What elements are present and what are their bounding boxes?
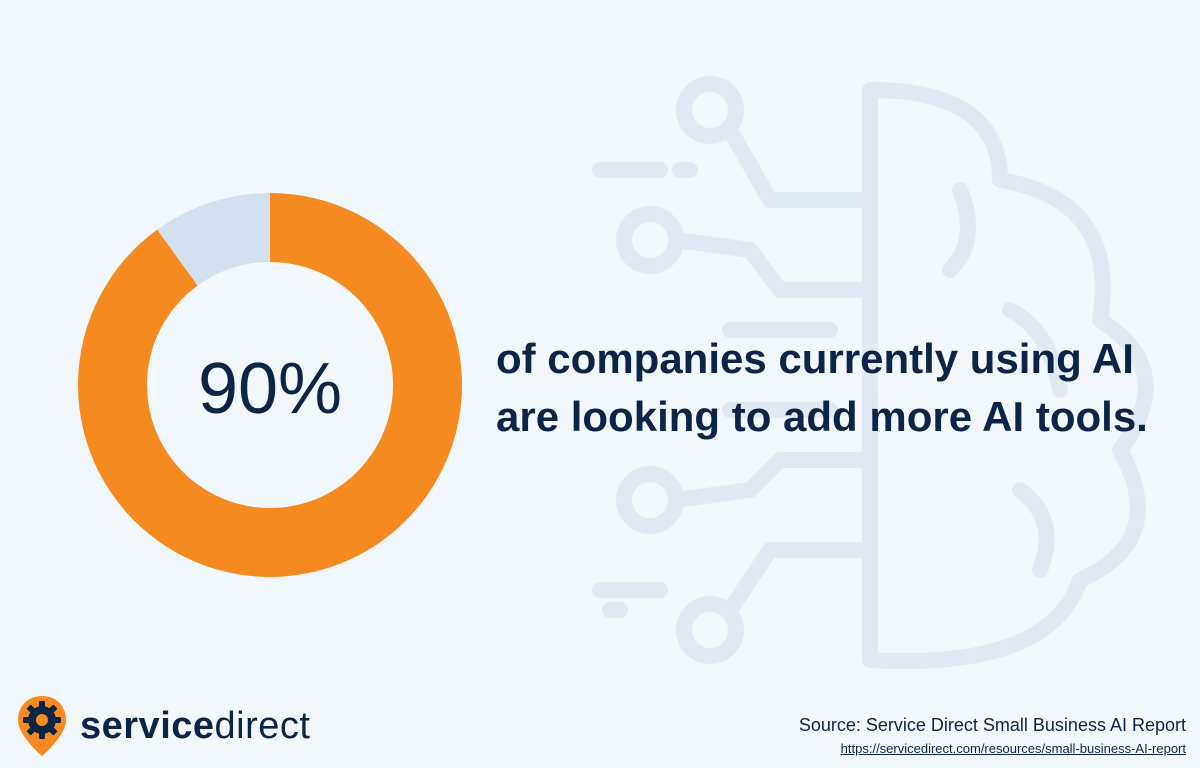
donut-slice-1	[157, 193, 270, 286]
brain-circuit-illustration	[592, 76, 1154, 669]
service-direct-logo[interactable]: servicedirect	[16, 694, 310, 758]
donut-chart: 90%	[77, 193, 462, 577]
brand-name: servicedirect	[80, 705, 310, 748]
source-citation: Source: Service Direct Small Business AI…	[799, 712, 1186, 760]
center-percentage-label: 90%	[198, 349, 342, 429]
gear-pin-icon	[18, 696, 66, 756]
headline-line-1: of companies currently using AI	[496, 335, 1134, 382]
brand-name-bold: service	[80, 704, 215, 747]
source-link[interactable]: https://servicedirect.com/resources/smal…	[840, 741, 1186, 756]
headline: of companies currently using AI are look…	[496, 330, 1186, 446]
donut-slice-0	[77, 193, 462, 577]
headline-line-2: are looking to add more AI tools.	[496, 393, 1148, 440]
source-label: Source: Service Direct Small Business AI…	[798, 715, 1186, 735]
brand-name-regular: direct	[214, 704, 311, 747]
